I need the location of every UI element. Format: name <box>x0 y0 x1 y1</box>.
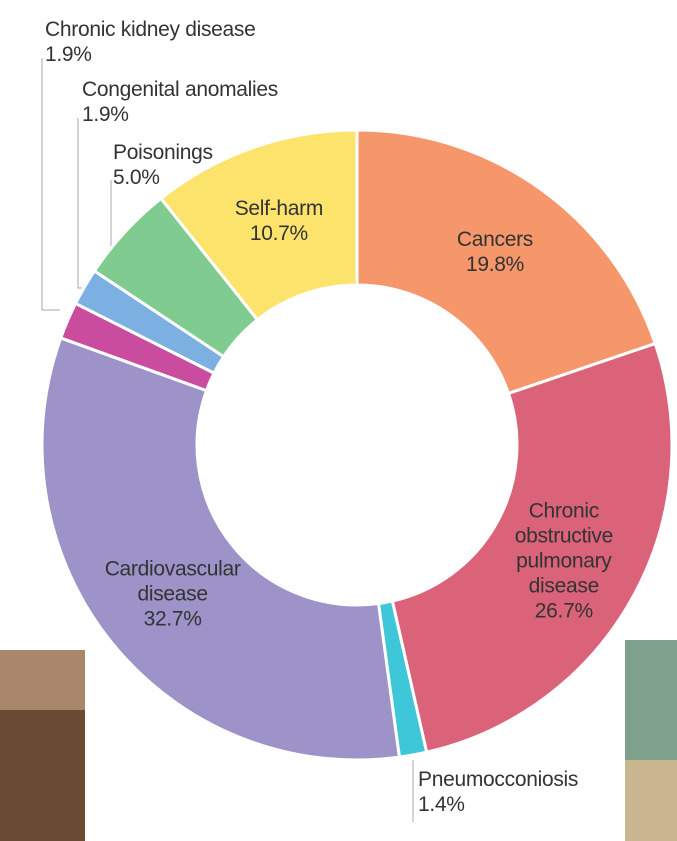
slice <box>158 128 359 322</box>
category-label: Chronic obstructive pulmonary disease <box>514 499 614 598</box>
category-label: Congenital anomalies <box>82 78 278 101</box>
value-label: 26.7% <box>534 599 593 623</box>
category-label: Poisonings <box>113 141 213 164</box>
photo-left-roof <box>0 650 85 710</box>
slice-label: Congenital anomalies 1.9% <box>82 77 278 127</box>
category-label: Cardiovascular disease <box>104 557 241 606</box>
slice <box>40 336 402 762</box>
category-label: Self-harm <box>234 197 324 221</box>
leader-line <box>41 58 60 311</box>
value-label: 19.8% <box>465 253 524 277</box>
slice-label: Chronic kidney disease 1.9% <box>45 17 256 67</box>
value-label: 1.4% <box>418 793 465 816</box>
value-label: 1.9% <box>45 43 92 66</box>
leader-line <box>77 118 86 289</box>
value-label: 5.0% <box>113 166 160 189</box>
slice-label: Cardiovascular disease 32.7% <box>98 556 248 631</box>
category-label: Cancers <box>456 228 534 252</box>
slice-label: Chronic obstructive pulmonary disease 26.… <box>489 498 639 623</box>
slice-label: Poisonings 5.0% <box>113 140 213 190</box>
slice <box>355 128 658 396</box>
photo-right-floor <box>625 760 677 841</box>
category-label: Chronic kidney disease <box>45 18 256 41</box>
slice <box>390 341 674 755</box>
slice-label: Cancers 19.8% <box>420 227 570 277</box>
value-label: 32.7% <box>143 607 202 631</box>
value-label: 10.7% <box>249 222 308 246</box>
value-label: 1.9% <box>82 103 129 126</box>
slice-label: Pneumocconiosis 1.4% <box>418 767 578 817</box>
category-label: Pneumocconiosis <box>418 768 579 791</box>
slice-label: Self-harm 10.7% <box>204 196 354 246</box>
